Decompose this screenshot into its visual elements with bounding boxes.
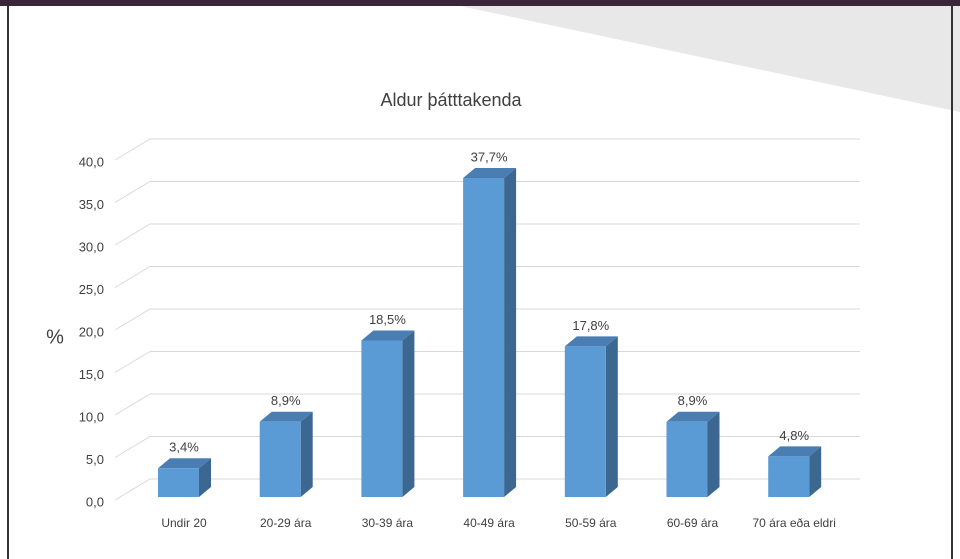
chart-title: Aldur þátttakenda xyxy=(380,90,522,110)
x-tick-label: 70 ára eða eldri xyxy=(752,516,836,530)
right-border xyxy=(951,6,953,559)
bar-face xyxy=(768,446,822,457)
y-axis-label: % xyxy=(46,326,64,348)
bar-face xyxy=(259,411,313,422)
x-tick-label: 40-49 ára xyxy=(463,516,515,530)
grid-line xyxy=(114,436,860,458)
x-tick-label: 30-39 ára xyxy=(361,516,414,530)
bar xyxy=(158,458,211,497)
y-tick-label: 0,0 xyxy=(86,494,104,509)
bar-face xyxy=(199,458,211,497)
bar-face xyxy=(158,468,199,497)
x-tick-label: 20-29 ára xyxy=(260,516,312,530)
grid-line xyxy=(114,393,860,416)
left-border xyxy=(7,6,9,559)
bar-face xyxy=(504,168,517,498)
value-label: 17,8% xyxy=(572,318,609,333)
top-bar xyxy=(0,0,960,6)
y-tick-label: 10,0 xyxy=(79,409,104,424)
bar-face xyxy=(361,330,415,341)
x-tick-label: 60-69 ára xyxy=(666,516,719,530)
value-label: 8,9% xyxy=(678,393,708,408)
bar-face xyxy=(158,458,211,469)
value-label: 4,8% xyxy=(779,428,809,443)
grid-line xyxy=(114,138,860,161)
y-tick-label: 5,0 xyxy=(86,452,104,467)
bar-face xyxy=(707,411,720,497)
bar-face xyxy=(463,178,505,498)
y-tick-label: 40,0 xyxy=(79,154,104,169)
grid-line xyxy=(114,266,860,288)
bar-face xyxy=(300,411,313,497)
y-tick-label: 15,0 xyxy=(79,367,104,382)
x-tick-label: Undir 20 xyxy=(161,516,207,530)
value-label: 18,5% xyxy=(369,312,406,327)
bar-face xyxy=(666,411,720,422)
bar xyxy=(259,411,313,497)
grid-line xyxy=(114,351,860,373)
bar xyxy=(361,330,415,497)
grid-line xyxy=(114,308,860,331)
decor-shape xyxy=(460,6,960,112)
grid-line xyxy=(114,181,860,203)
bar-face xyxy=(564,346,606,497)
grid-line xyxy=(114,478,860,501)
y-tick-label: 25,0 xyxy=(79,282,104,297)
bar-face xyxy=(361,340,403,497)
bar xyxy=(564,336,618,497)
bar-face xyxy=(402,330,415,497)
bar xyxy=(666,411,720,497)
grid-line xyxy=(114,223,860,246)
x-tick-label: 50-59 ára xyxy=(565,516,617,530)
bar xyxy=(463,168,517,498)
bar-face xyxy=(605,336,618,497)
y-tick-label: 30,0 xyxy=(79,239,104,254)
y-tick-label: 20,0 xyxy=(79,324,104,339)
value-label: 3,4% xyxy=(169,440,199,455)
y-tick-label: 35,0 xyxy=(79,197,104,212)
bar-face xyxy=(666,421,708,497)
bar-face xyxy=(259,421,301,497)
bar xyxy=(768,446,822,497)
bar-face xyxy=(463,168,517,179)
value-label: 37,7% xyxy=(471,149,508,164)
bar-face xyxy=(564,336,618,347)
value-label: 8,9% xyxy=(271,393,301,408)
bar-face xyxy=(809,446,822,497)
bar-face xyxy=(768,456,810,497)
